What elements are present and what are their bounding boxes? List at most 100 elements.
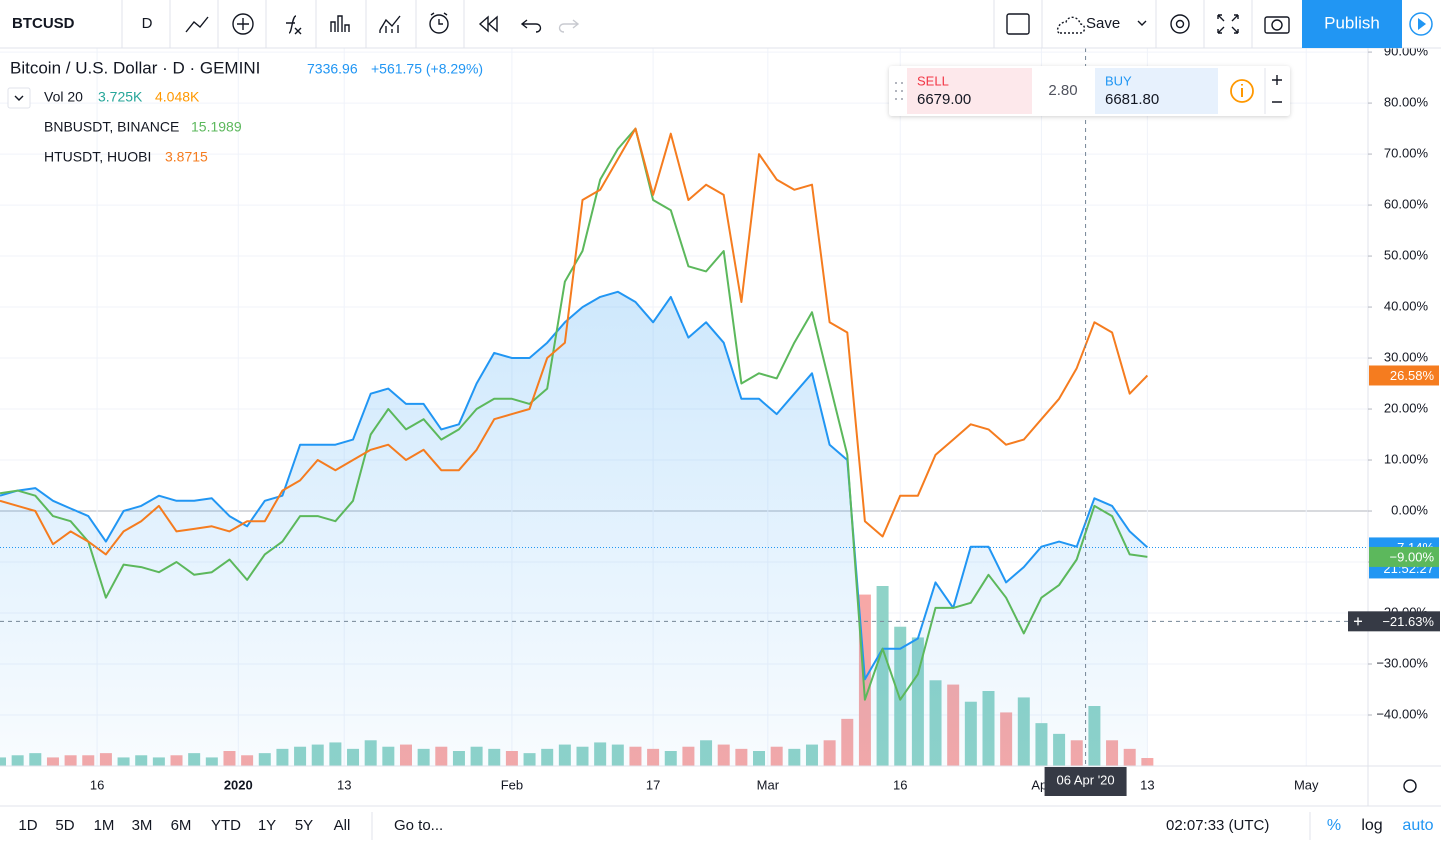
series-line xyxy=(0,290,1149,681)
range-button[interactable]: YTD xyxy=(211,817,241,834)
y-tick-label: 50.00% xyxy=(1384,247,1429,262)
y-tick-label: 80.00% xyxy=(1384,95,1429,110)
indicators-icon[interactable] xyxy=(286,15,302,35)
volume-name: Vol 20 xyxy=(44,89,83,105)
snapshot-icon[interactable] xyxy=(1264,16,1290,34)
compare-name: BNBUSDT, BINANCE xyxy=(44,119,179,135)
alert-hands xyxy=(430,12,448,25)
buy-price: 6681.80 xyxy=(1105,91,1159,108)
x-tick-label: 16 xyxy=(893,777,907,792)
x-tick-label: 2020 xyxy=(224,777,253,792)
x-tick-label: 16 xyxy=(90,777,104,792)
legend: Bitcoin / U.S. Dollar · D · GEMINI 7336.… xyxy=(7,58,483,165)
sell-button[interactable] xyxy=(907,68,1032,114)
scale-settings-icon[interactable] xyxy=(1403,779,1417,793)
undo-icon[interactable] xyxy=(520,19,542,33)
price-label: −9.00% xyxy=(1390,549,1435,564)
range-button[interactable]: 6M xyxy=(171,817,192,834)
settings-icon[interactable] xyxy=(1170,14,1190,34)
publish-label: Publish xyxy=(1324,13,1380,32)
x-tick-label: Mar xyxy=(757,777,780,792)
series-line xyxy=(0,127,1149,556)
y-tick-label: 0.00% xyxy=(1391,502,1428,517)
interval[interactable]: D xyxy=(142,15,153,32)
crosshair-price: −21.63% xyxy=(1382,614,1434,629)
layout-icon[interactable] xyxy=(1006,13,1030,35)
spread: 2.80 xyxy=(1048,82,1077,99)
x-tick-label: Feb xyxy=(501,777,523,792)
fullscreen-icon[interactable] xyxy=(1217,14,1239,34)
alert-icon[interactable] xyxy=(429,14,449,34)
percent-toggle[interactable]: % xyxy=(1327,817,1341,834)
drag-handle[interactable] xyxy=(895,82,903,100)
templates-icon[interactable] xyxy=(379,15,401,33)
buy-label: BUY xyxy=(1105,73,1132,88)
x-tick-label: May xyxy=(1294,777,1319,792)
collapse-button[interactable] xyxy=(7,87,31,109)
price-label-bg xyxy=(1369,546,1439,567)
log-toggle[interactable]: log xyxy=(1361,817,1382,834)
auto-toggle[interactable]: auto xyxy=(1402,817,1433,834)
y-tick-label: 10.00% xyxy=(1384,451,1429,466)
price-change: +561.75 (+8.29%) xyxy=(371,61,483,77)
sell-label: SELL xyxy=(917,73,949,88)
compare-price: 3.8715 xyxy=(165,149,208,165)
crosshair-plus[interactable] xyxy=(1354,617,1362,626)
play-triangle xyxy=(1418,18,1426,30)
toolbar-bg xyxy=(0,0,1441,48)
range-button[interactable]: 1Y xyxy=(258,817,276,834)
save-menu[interactable] xyxy=(1137,20,1147,26)
volume-last: 3.725K xyxy=(98,89,143,105)
settings-hub xyxy=(1175,19,1185,29)
info-icon[interactable] xyxy=(1230,79,1254,103)
crosshair-date: 06 Apr '20 xyxy=(1057,772,1115,787)
redo-icon[interactable] xyxy=(558,19,580,33)
range-button[interactable]: 1M xyxy=(94,817,115,834)
main-symbol: Bitcoin / U.S. Dollar · D · GEMINI xyxy=(10,58,260,77)
y-tick-label: 30.00% xyxy=(1384,349,1429,364)
symbol[interactable]: BTCUSD xyxy=(12,15,75,32)
overlay: −7.14%21:52:27−9.00%26.58%06 Apr '20−21.… xyxy=(0,48,1440,796)
cloud-icon[interactable] xyxy=(1056,16,1086,34)
compare-plus xyxy=(237,18,249,30)
goto-button[interactable]: Go to... xyxy=(394,817,443,834)
y-tick-label: 40.00% xyxy=(1384,298,1429,313)
range-button[interactable]: 3M xyxy=(132,817,153,834)
x-tick-label: 13 xyxy=(1140,777,1154,792)
range-button[interactable]: 5D xyxy=(55,817,74,834)
top-toolbar: BTCUSD D Save Publish xyxy=(0,0,1441,49)
price-label-bg xyxy=(1369,365,1439,386)
y-tick-label: 70.00% xyxy=(1384,146,1429,161)
y-tick-label: 20.00% xyxy=(1384,400,1429,415)
save-button[interactable]: Save xyxy=(1086,15,1120,32)
collapse-arrow xyxy=(14,95,24,101)
play-icon[interactable] xyxy=(1409,12,1433,36)
chart-style-icon[interactable] xyxy=(185,16,209,33)
x-tick-label: 17 xyxy=(646,777,660,792)
y-tick-label: −40.00% xyxy=(1376,706,1428,721)
replay-icon[interactable] xyxy=(478,15,498,33)
series-area xyxy=(0,291,1148,766)
quantity-buttons[interactable] xyxy=(1272,75,1282,103)
y-tick-label: 60.00% xyxy=(1384,197,1429,212)
trade-widget: SELL 6679.00 2.80 BUY 6681.80 xyxy=(889,66,1290,116)
plot-area xyxy=(0,127,1154,766)
buy-button[interactable] xyxy=(1095,68,1218,114)
range-button[interactable]: 5Y xyxy=(295,817,313,834)
volume-ma: 4.048K xyxy=(155,89,200,105)
last-price: 7336.96 xyxy=(307,61,358,77)
publish-button[interactable] xyxy=(1302,0,1402,48)
crosshair-price-bg xyxy=(1348,611,1440,632)
bottom-bar: Go to... 02:07:33 (UTC) % log auto 1D 5D 1… xyxy=(18,812,1434,840)
financials-icon[interactable] xyxy=(330,15,350,32)
compare-price: 15.1989 xyxy=(191,119,242,135)
range-button[interactable]: 1D xyxy=(18,817,37,834)
compare-icon[interactable] xyxy=(232,13,254,35)
crosshair-date-bg xyxy=(1044,767,1127,796)
y-tick-label: −30.00% xyxy=(1376,655,1428,670)
snapshot-lens xyxy=(1271,19,1283,31)
price-label: 26.58% xyxy=(1390,368,1435,383)
compare-name: HTUSDT, HUOBI xyxy=(44,149,151,165)
range-button[interactable]: All xyxy=(334,817,351,834)
